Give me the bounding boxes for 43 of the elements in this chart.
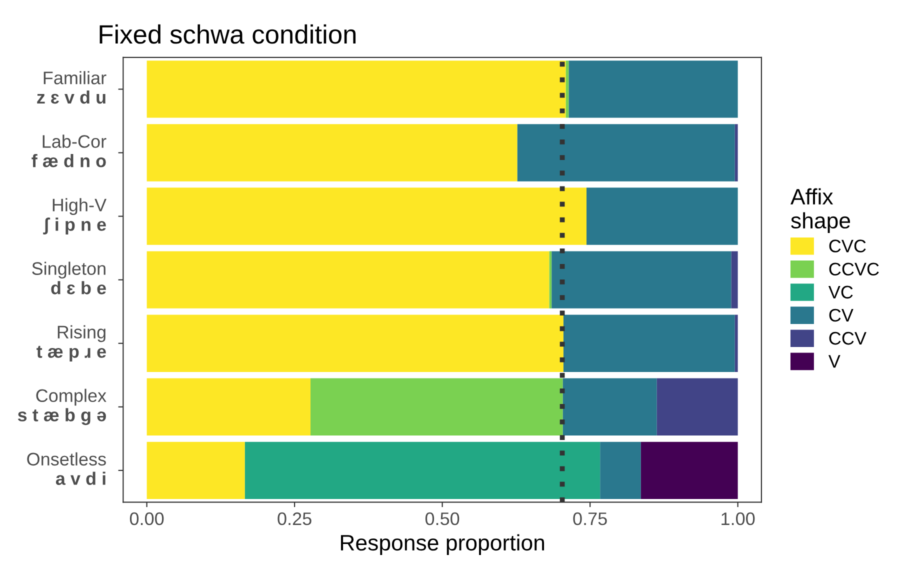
bar — [310, 378, 563, 436]
legend-label: CCV — [829, 332, 866, 345]
chart-title: Fixed schwa condition — [100, 24, 356, 44]
bar — [146, 124, 518, 182]
bar — [146, 442, 245, 500]
y-tick-label: Complex s t æ b g ə — [18, 388, 106, 426]
bar — [586, 188, 738, 245]
x-tick-label: 0.50 — [425, 512, 460, 526]
x-tick-label: 0.75 — [573, 512, 607, 526]
bar — [146, 60, 566, 118]
bar — [568, 60, 738, 118]
x-tick-label: 0.25 — [278, 512, 312, 526]
bar — [566, 60, 569, 118]
y-tick-label: Singleton d ɛ b e — [32, 262, 106, 294]
bar — [731, 251, 738, 308]
bar — [517, 124, 735, 182]
legend-title: Affix shape — [790, 188, 850, 233]
bar — [146, 251, 550, 308]
bar — [562, 378, 657, 436]
bar — [656, 378, 738, 436]
x-axis-title: Response proportion — [340, 534, 544, 556]
legend-label: CCVC — [829, 262, 879, 276]
x-tick-label: 0.00 — [130, 512, 164, 526]
bar — [563, 314, 735, 372]
y-tick-label: Familiar z ɛ v d u — [37, 71, 106, 104]
y-tick-label: Onsetless a v d i — [27, 452, 106, 485]
bar — [146, 314, 564, 372]
bar — [600, 442, 641, 500]
y-tick-label: Rising t æ p ɹ e — [36, 325, 106, 362]
bar — [734, 124, 738, 182]
legend-label: CVC — [829, 240, 866, 252]
bar — [146, 378, 311, 436]
bar — [552, 251, 732, 308]
legend-label: V — [828, 355, 840, 368]
legend-label: VC — [828, 286, 853, 299]
legend-label: CV — [829, 308, 854, 322]
y-tick-label: Lab-Cor f æ d n o — [32, 134, 106, 168]
bar — [640, 442, 738, 500]
bar — [244, 442, 600, 500]
y-tick-label: High-V ʃ i p n e — [43, 198, 106, 234]
x-tick-label: 1.00 — [722, 512, 755, 526]
bar — [146, 188, 587, 245]
bar — [734, 314, 738, 372]
